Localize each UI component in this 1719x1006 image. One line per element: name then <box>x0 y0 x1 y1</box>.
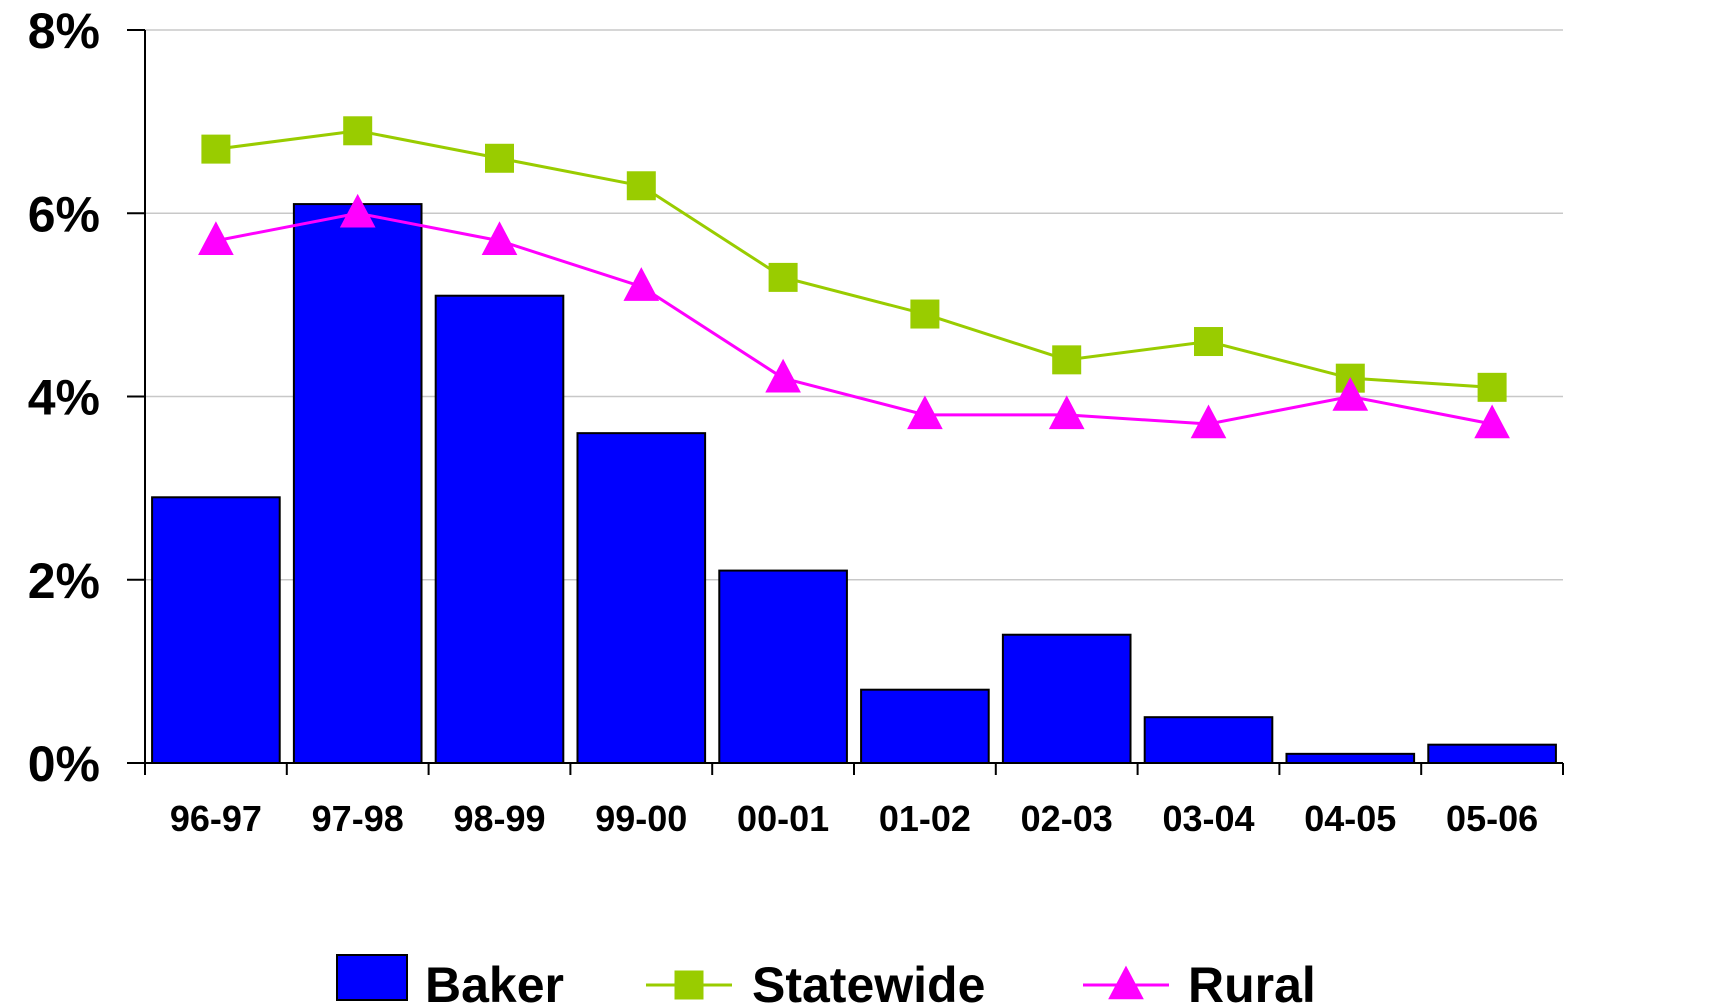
legend-label-baker: Baker <box>425 957 564 1006</box>
y-tick-label-2: 4% <box>28 370 100 426</box>
y-tick-label-0: 0% <box>28 736 100 792</box>
bar-baker-00-01 <box>718 569 848 765</box>
marker-statewide-03-04 <box>1194 327 1223 357</box>
x-tick-label-03-04: 03-04 <box>1162 798 1254 839</box>
y-tick-label-4: 8% <box>28 3 100 59</box>
marker-statewide-05-06 <box>1477 372 1507 402</box>
y-tick-label-3: 6% <box>28 186 100 242</box>
bar-baker-03-04 <box>1143 716 1274 764</box>
marker-rural-04-05 <box>1332 377 1369 411</box>
line-series <box>198 116 1510 439</box>
marker-rural-01-02 <box>907 395 943 430</box>
bar-baker-05-06 <box>1427 743 1557 764</box>
y-tick-labels: 0% 2% 4% 6% 8% <box>28 3 100 792</box>
marker-rural-02-03 <box>1048 395 1085 430</box>
marker-statewide-97-98 <box>343 116 373 146</box>
marker-statewide-00-01 <box>768 262 798 292</box>
marker-rural-97-98 <box>339 193 376 228</box>
marker-rural-05-06 <box>1474 404 1510 439</box>
x-tick-label-05-06: 05-06 <box>1446 798 1538 839</box>
legend-marker-statewide <box>674 970 704 1000</box>
marker-statewide-98-99 <box>485 143 514 173</box>
marker-statewide-01-02 <box>910 299 940 329</box>
legend-marker-rural <box>1108 965 1144 1000</box>
x-tick-label-96-97: 96-97 <box>170 798 262 839</box>
marker-rural-03-04 <box>1190 404 1227 439</box>
x-tick-label-01-02: 01-02 <box>879 798 971 839</box>
x-tick-label-00-01: 00-01 <box>737 798 829 839</box>
marker-statewide-99-00 <box>626 171 656 201</box>
bar-series-baker <box>151 203 1557 765</box>
y-tick-label-1: 2% <box>28 553 100 609</box>
x-tick-label-04-05: 04-05 <box>1304 798 1396 839</box>
legend-label-statewide: Statewide <box>752 957 985 1006</box>
marker-statewide-96-97 <box>201 134 231 164</box>
bar-baker-98-99 <box>434 294 565 764</box>
bar-baker-04-05 <box>1285 752 1416 765</box>
marker-rural-96-97 <box>198 221 234 256</box>
legend-swatch-baker <box>336 954 408 1001</box>
legend: Baker Statewide Rural <box>336 954 1316 1006</box>
x-tick-labels: 96-97 97-98 98-99 99-00 00-01 01-02 02-03 03-04… <box>170 798 1538 839</box>
marker-rural-00-01 <box>765 358 801 393</box>
bar-baker-96-97 <box>151 496 281 764</box>
marker-rural-98-99 <box>481 221 518 256</box>
legend-label-rural: Rural <box>1188 957 1316 1006</box>
x-tick-label-99-00: 99-00 <box>595 798 687 839</box>
x-tick-label-98-99: 98-99 <box>453 798 545 839</box>
axes <box>127 29 1564 775</box>
x-tick-label-97-98: 97-98 <box>312 798 404 839</box>
marker-statewide-02-03 <box>1052 345 1082 375</box>
bar-baker-99-00 <box>576 432 707 764</box>
bar-baker-97-98 <box>292 203 423 764</box>
bar-baker-01-02 <box>860 688 990 765</box>
x-tick-label-02-03: 02-03 <box>1021 798 1113 839</box>
marker-rural-99-00 <box>623 267 660 301</box>
series-line-statewide <box>215 129 1493 389</box>
bar-baker-02-03 <box>1001 633 1132 764</box>
series-line-rural <box>215 211 1493 426</box>
